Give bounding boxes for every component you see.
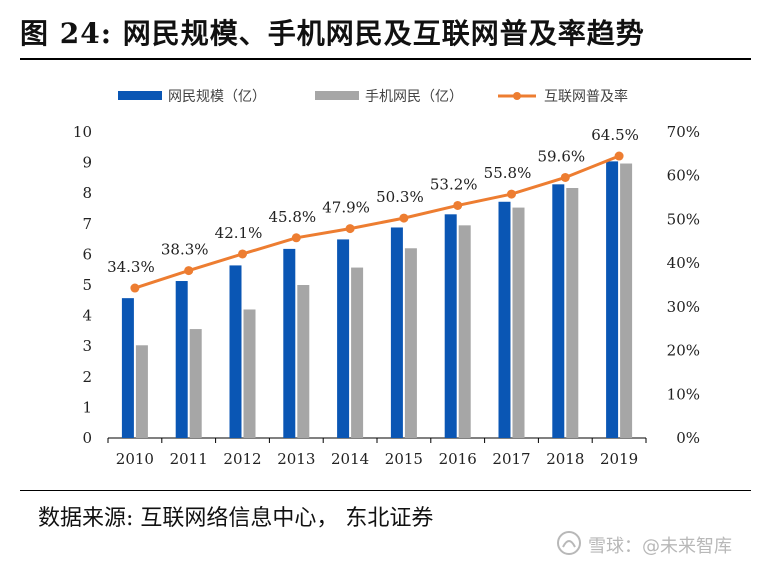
source-rule [20, 490, 751, 491]
y-tick-label: 3 [82, 337, 92, 355]
bar-mobile-netizens [512, 207, 525, 438]
chart-title: 图 24: 网民规模、手机网民及互联网普及率趋势 [20, 17, 645, 50]
bar-netizens [552, 184, 565, 438]
legend-label: 互联网普及率 [544, 88, 628, 105]
legend-label: 手机网民（亿） [365, 89, 463, 105]
bar-mobile-netizens [351, 267, 364, 438]
penetration-data-label: 34.3% [107, 258, 155, 276]
penetration-point [238, 249, 247, 259]
bar-mobile-netizens [189, 329, 202, 438]
y-tick-label: 7 [82, 215, 92, 233]
penetration-point [184, 266, 194, 276]
x-tick-label: 2017 [492, 450, 530, 468]
penetration-point [614, 151, 624, 161]
y-tick-label: 2 [82, 368, 92, 386]
bar-mobile-netizens [297, 285, 310, 438]
y2-tick-label: 50% [667, 210, 700, 228]
bar-netizens [175, 281, 188, 438]
y-tick-label: 0 [82, 429, 92, 447]
bar-netizens [606, 161, 619, 438]
y-tick-label: 6 [82, 245, 92, 263]
bar-netizens [283, 248, 296, 438]
penetration-data-label: 64.5% [591, 126, 639, 144]
penetration-data-label: 53.2% [430, 175, 478, 193]
penetration-point [345, 224, 355, 234]
y2-tick-label: 40% [667, 254, 700, 272]
penetration-line [134, 154, 620, 290]
bar-netizens [390, 227, 403, 438]
title-rule [20, 10, 751, 60]
legend-swatch [118, 91, 162, 100]
y2-tick-label: 20% [667, 342, 700, 360]
penetration-point [399, 213, 409, 223]
x-tick-label: 2018 [546, 450, 584, 468]
bar-mobile-netizens [566, 187, 579, 438]
x-tick-label: 2013 [277, 450, 315, 468]
penetration-point [560, 172, 570, 182]
x-tick-label: 2019 [600, 450, 638, 468]
penetration-data-label: 47.9% [322, 199, 370, 217]
y2-tick-label: 30% [667, 298, 700, 316]
penetration-data-label: 55.8% [484, 164, 532, 182]
bar-netizens [498, 201, 511, 438]
y2-tick-label: 60% [667, 167, 700, 185]
legend-label: 网民规模（亿） [168, 89, 266, 105]
y-tick-label: 8 [82, 184, 92, 202]
penetration-point [130, 283, 140, 293]
y2-tick-label: 70% [667, 123, 700, 141]
y-tick-label: 10 [73, 123, 92, 141]
x-tick-label: 2016 [439, 450, 477, 468]
x-tick-label: 2015 [385, 450, 423, 468]
penetration-point [291, 233, 301, 243]
chart: 网民规模（亿） 手机网民（亿） 互联网普及率 0 1 2 3 4 5 6 7 8 9 10 0% 10% 20%… [73, 88, 700, 468]
y2-tick-label: 10% [667, 385, 700, 403]
penetration-point [453, 200, 463, 210]
x-tick-label: 2014 [331, 450, 369, 468]
bar-mobile-netizens [404, 248, 417, 438]
bar-mobile-netizens [135, 345, 148, 438]
legend-swatch [315, 91, 359, 100]
y2-tick-label: 0% [676, 429, 700, 447]
bar-netizens [444, 214, 457, 438]
bar-mobile-netizens [620, 163, 633, 438]
penetration-point [507, 189, 516, 199]
watermark: 雪球：@未来智库 [588, 536, 732, 557]
penetration-data-label: 38.3% [161, 241, 209, 259]
y-tick-label: 5 [82, 276, 92, 294]
bar-netizens [229, 265, 242, 438]
penetration-data-label: 42.1% [215, 224, 263, 242]
legend-marker [513, 92, 521, 100]
penetration-data-label: 50.3% [376, 188, 424, 206]
penetration-data-label: 45.8% [268, 208, 316, 226]
bar-mobile-netizens [243, 309, 256, 438]
y-tick-label: 4 [82, 307, 92, 325]
snowball-logo-icon [557, 531, 581, 555]
bar-mobile-netizens [458, 225, 471, 438]
bar-netizens [337, 239, 350, 438]
y-tick-label: 1 [82, 398, 92, 416]
source-text: 数据来源: 互联网络信息中心， 东北证券 [38, 506, 434, 531]
x-tick-label: 2010 [116, 450, 154, 468]
y-tick-label: 9 [82, 154, 92, 172]
penetration-data-label: 59.6% [537, 147, 585, 165]
bar-netizens [121, 298, 134, 438]
x-tick-label: 2012 [223, 450, 261, 468]
x-tick-label: 2011 [170, 450, 208, 468]
